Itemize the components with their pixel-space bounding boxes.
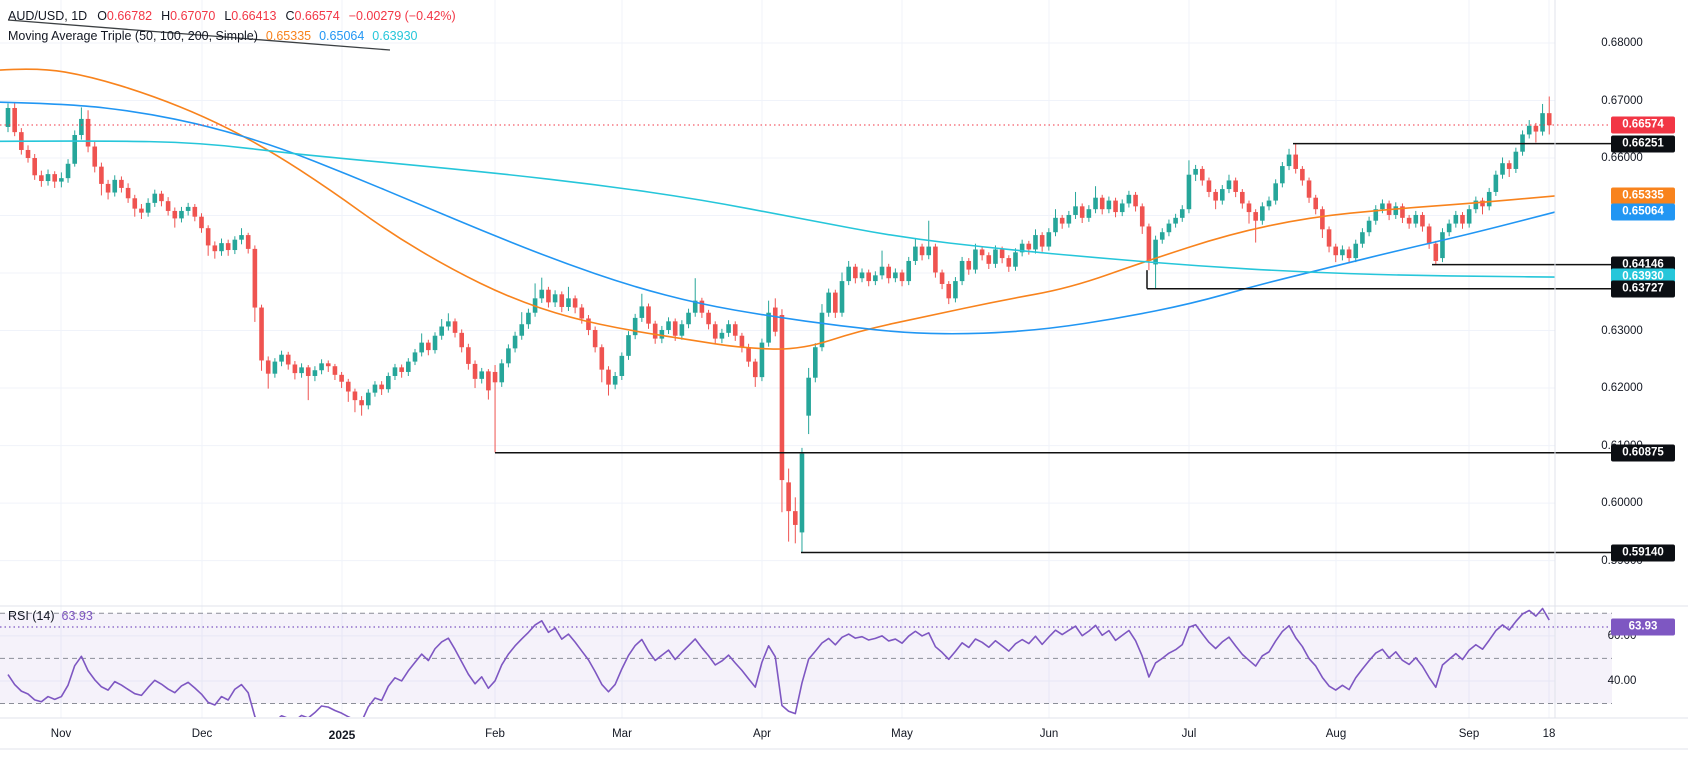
price-axis-label: 0.63000 (1601, 324, 1643, 337)
change-value: −0.00279 (−0.42%) (348, 9, 456, 23)
rsi-title: RSI (14) (8, 609, 55, 623)
level-badge: 0.66251 (1611, 135, 1675, 153)
time-axis-label: Jul (1181, 728, 1197, 740)
sma100-badge: 0.65064 (1611, 203, 1675, 221)
time-axis-label: Aug (1325, 728, 1347, 740)
close-value: 0.66574 (294, 9, 340, 23)
level-badge: 0.63727 (1611, 280, 1675, 298)
price-axis-label: 0.62000 (1601, 382, 1643, 395)
time-axis-label: Sep (1458, 728, 1480, 740)
low-label: L (224, 9, 232, 23)
time-axis-label: Jun (1039, 728, 1059, 740)
rsi-axis-label: 40.00 (1607, 674, 1637, 687)
level-badge: 0.59140 (1611, 544, 1675, 562)
close-label: C (285, 9, 295, 23)
time-axis-label: 2025 (328, 728, 356, 742)
time-axis-label: Feb (485, 728, 505, 740)
price-axis-label: 0.67000 (1601, 94, 1643, 107)
price-axis-label: 0.66000 (1601, 152, 1643, 165)
rsi-value: 63.93 (61, 609, 93, 623)
high-label: H (161, 9, 171, 23)
price-axis-label: 0.68000 (1601, 37, 1643, 49)
symbol-legend: AUD/USD, 1D O0.66782 H0.67070 L0.66413 C0.66… (8, 6, 456, 46)
time-axis-label: Apr (753, 728, 771, 740)
level-badge: 0.60875 (1611, 444, 1675, 462)
ohlc-row: AUD/USD, 1D O0.66782 H0.67070 L0.66413 C0.66… (8, 6, 456, 26)
time-scale[interactable]: Nov Dec 2025 Feb Mar Apr May Jun Jul Aug Sep 18 (0, 718, 1688, 762)
indicator-row: Moving Average Triple (50, 100, 200, Sim… (8, 26, 456, 46)
time-axis-label: Dec (191, 728, 213, 740)
open-label: O (97, 9, 107, 23)
sma100-value: 0.65064 (319, 29, 365, 43)
rsi-legend: RSI (14) 63.93 (8, 609, 93, 623)
time-axis-label: Mar (612, 728, 632, 740)
last-price-badge: 0.66574 (1611, 116, 1675, 134)
price-axis-label: 0.60000 (1601, 497, 1643, 510)
sma200-value: 0.63930 (372, 29, 418, 43)
rsi-value-badge: 63.93 (1611, 618, 1675, 636)
symbol-title: AUD/USD, 1D (8, 9, 88, 23)
time-axis-label: Nov (50, 728, 72, 740)
time-axis-label: May (891, 728, 913, 740)
open-value: 0.66782 (106, 9, 153, 23)
time-axis-label: 18 (1542, 728, 1556, 740)
sma50-value: 0.65335 (265, 29, 312, 43)
sma50-badge: 0.65335 (1611, 187, 1675, 205)
high-value: 0.67070 (170, 9, 216, 23)
low-value: 0.66413 (231, 9, 277, 23)
price-scale[interactable]: 0.680000.670000.660000.630000.620000.610… (1555, 0, 1688, 718)
indicator-title: Moving Average Triple (50, 100, 200, Sim… (8, 29, 258, 43)
